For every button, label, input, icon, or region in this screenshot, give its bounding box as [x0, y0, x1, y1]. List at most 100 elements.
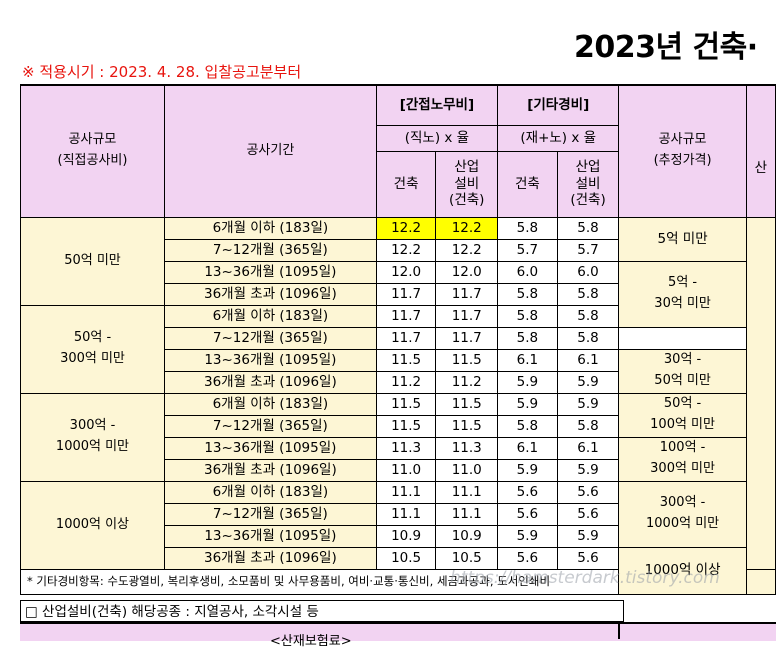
right-group-label: 1000억 이상	[618, 546, 747, 595]
rate-cell: 11.7	[375, 326, 437, 350]
rate-cell: 5.9	[556, 524, 620, 548]
rate-cell: 5.6	[497, 546, 558, 570]
rate-cell: 10.5	[435, 546, 499, 570]
rate-cell: 5.8	[556, 414, 620, 438]
period-cell: 7~12개월 (365일)	[163, 326, 377, 350]
rate-cell: 10.9	[435, 524, 499, 548]
period-cell: 7~12개월 (365일)	[163, 414, 377, 438]
rate-cell: 6.1	[497, 436, 558, 460]
rate-cell: 5.9	[556, 392, 620, 416]
rate-cell: 5.6	[556, 546, 620, 570]
rate-cell: 11.0	[435, 458, 499, 482]
rate-cell: 11.5	[435, 414, 499, 438]
rate-cell: 11.2	[435, 370, 499, 394]
rate-cell: 11.1	[375, 502, 437, 526]
rate-cell: 11.0	[375, 458, 437, 482]
rate-cell: 11.5	[435, 392, 499, 416]
period-cell: 36개월 초과 (1096일)	[163, 370, 377, 394]
rate-cell: 5.6	[556, 480, 620, 504]
rate-cell: 10.5	[375, 546, 437, 570]
right-cut-column	[745, 216, 776, 570]
rate-cell: 6.0	[497, 260, 558, 284]
next-section-header: <산재보험료>	[20, 622, 776, 649]
rate-cell: 11.5	[375, 348, 437, 372]
indirect-formula: (직노) x 율	[375, 124, 499, 152]
period-cell: 7~12개월 (365일)	[163, 238, 377, 262]
rate-cell: 6.1	[556, 436, 620, 460]
rate-cell: 12.2	[375, 216, 437, 240]
group-label: 300억 -1000억 미만	[20, 392, 165, 482]
period-cell: 36개월 초과 (1096일)	[163, 282, 377, 306]
rate-cell: 5.7	[556, 238, 620, 262]
rate-cell: 11.7	[375, 304, 437, 328]
divider	[618, 622, 620, 639]
rate-cell: 5.8	[556, 304, 620, 328]
period-header: 공사기간	[163, 84, 377, 218]
rate-cell: 5.6	[556, 502, 620, 526]
indirect-labor-header: [간접노무비]	[375, 84, 499, 126]
group-label: 1000억 이상	[20, 480, 165, 570]
effective-date-notice: ※ 적용시기 : 2023. 4. 28. 입찰공고분부터	[22, 63, 302, 81]
rate-cell: 5.9	[497, 392, 558, 416]
group-label: 50억 미만	[20, 216, 165, 306]
next-section-title: <산재보험료>	[270, 634, 352, 649]
period-cell: 13~36개월 (1095일)	[163, 260, 377, 284]
rate-cell: 11.3	[435, 436, 499, 460]
rate-cell: 11.7	[375, 282, 437, 306]
watermark: https://hamsterdark.tistory.com	[450, 568, 720, 588]
rate-cell: 12.0	[375, 260, 437, 284]
period-cell: 13~36개월 (1095일)	[163, 348, 377, 372]
rate-cell: 12.0	[435, 260, 499, 284]
rate-cell: 5.8	[497, 282, 558, 306]
period-cell: 7~12개월 (365일)	[163, 502, 377, 526]
rate-cell: 11.5	[435, 348, 499, 372]
rate-cell: 12.2	[375, 238, 437, 262]
right-group-label: 300억 -1000억 미만	[618, 480, 747, 548]
right-scale-header: 공사규모 (추정가격)	[618, 84, 747, 218]
period-cell: 6개월 이하 (183일)	[163, 304, 377, 328]
rate-cell: 5.6	[497, 502, 558, 526]
right-cut-cell	[745, 568, 776, 595]
period-cell: 36개월 초과 (1096일)	[163, 546, 377, 570]
rate-cell: 11.7	[435, 282, 499, 306]
industrial-scope-note: □ 산업설비(건축) 해당공종 : 지열공사, 소각시설 등	[20, 600, 624, 622]
rate-cell: 5.8	[556, 282, 620, 306]
rate-cell: 10.9	[375, 524, 437, 548]
rate-cell: 5.6	[497, 480, 558, 504]
right-group-label: 5억 -30억 미만	[618, 260, 747, 328]
indirect-building-header: 건축	[375, 150, 437, 218]
rate-table: 공사규모 (직접공사비) 공사기간 [간접노무비] [기타경비] 공사규모 (추정가…	[19, 84, 776, 595]
period-cell: 13~36개월 (1095일)	[163, 524, 377, 548]
rate-cell: 5.7	[497, 238, 558, 262]
period-cell: 36개월 초과 (1096일)	[163, 458, 377, 482]
rate-cell: 11.3	[375, 436, 437, 460]
other-industrial-header: 산업 설비 (건축)	[556, 150, 620, 218]
period-cell: 6개월 이하 (183일)	[163, 392, 377, 416]
rate-cell: 11.1	[435, 502, 499, 526]
rate-cell: 12.2	[435, 216, 499, 240]
other-formula: (재+노) x 율	[497, 124, 620, 152]
right-group-label: 100억 -300억 미만	[618, 436, 747, 482]
rate-cell: 5.9	[556, 370, 620, 394]
rate-cell: 5.8	[497, 304, 558, 328]
rate-cell: 5.9	[497, 458, 558, 482]
rate-cell: 11.2	[375, 370, 437, 394]
scale-header: 공사규모 (직접공사비)	[20, 84, 165, 218]
rate-cell: 11.7	[435, 304, 499, 328]
rate-cell: 5.8	[497, 326, 558, 350]
rate-cell: 5.9	[497, 524, 558, 548]
rate-cell: 6.1	[556, 348, 620, 372]
rate-cell: 5.8	[556, 216, 620, 240]
rate-cell: 11.1	[375, 480, 437, 504]
rate-cell: 11.5	[375, 414, 437, 438]
other-expense-footnote: * 기타경비항목: 수도광열비, 복리후생비, 소모품비 및 사무용품비, 여비…	[19, 568, 620, 595]
period-cell: 13~36개월 (1095일)	[163, 436, 377, 460]
right-group-label: 30억 -50억 미만	[618, 348, 747, 394]
rate-cell: 5.8	[497, 216, 558, 240]
right-cut-header: 산	[745, 84, 776, 218]
right-group-label: 5억 미만	[618, 216, 747, 262]
right-group-label: 50억 -100억 미만	[618, 392, 747, 438]
other-expense-header: [기타경비]	[497, 84, 620, 126]
rate-cell: 5.8	[497, 414, 558, 438]
rate-cell: 11.7	[435, 326, 499, 350]
